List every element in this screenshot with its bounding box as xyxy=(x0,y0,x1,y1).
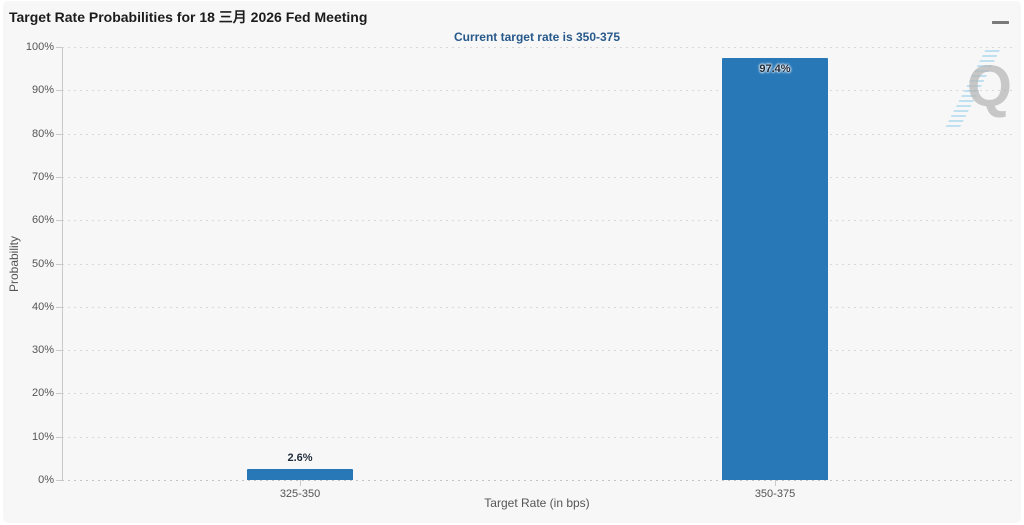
y-tick-mark xyxy=(56,480,62,481)
bar-325-350[interactable] xyxy=(247,469,353,480)
gridline-30 xyxy=(62,350,1012,351)
bar-350-375[interactable] xyxy=(722,58,828,480)
y-tick-mark xyxy=(56,220,62,221)
gridline-40 xyxy=(62,307,1012,308)
x-tick-mark xyxy=(300,480,301,486)
y-tick-mark xyxy=(56,90,62,91)
gridline-70 xyxy=(62,177,1012,178)
chart-context-menu-button[interactable] xyxy=(989,8,1013,30)
y-tick-label: 70% xyxy=(31,171,54,183)
gridline-100 xyxy=(62,47,1012,48)
x-tick-mark xyxy=(775,480,776,486)
bar-value-label: 97.4% xyxy=(759,63,791,75)
chart-background xyxy=(3,1,1021,523)
y-tick-label: 20% xyxy=(31,387,54,399)
y-tick-label: 40% xyxy=(31,301,54,313)
y-tick-mark xyxy=(56,47,62,48)
y-tick-label: 90% xyxy=(31,84,54,96)
gridline-60 xyxy=(62,220,1012,221)
x-category-label: 325-350 xyxy=(279,488,321,500)
gridline-10 xyxy=(62,437,1012,438)
y-tick-mark xyxy=(56,437,62,438)
y-tick-label: 30% xyxy=(31,344,54,356)
x-axis-title: Target Rate (in bps) xyxy=(484,496,590,510)
y-tick-label: 100% xyxy=(25,41,54,53)
bar-value-label: 2.6% xyxy=(287,452,313,464)
y-tick-label: 10% xyxy=(31,431,54,443)
gridline-80 xyxy=(62,134,1012,135)
y-tick-label: 60% xyxy=(31,214,54,226)
y-tick-mark xyxy=(56,393,62,394)
y-tick-mark xyxy=(56,307,62,308)
y-tick-label: 80% xyxy=(31,128,54,140)
y-axis-line xyxy=(62,47,63,481)
chart-title: Target Rate Probabilities for 18 三月 2026… xyxy=(9,9,368,25)
x-category-label: 350-375 xyxy=(754,488,796,500)
gridline-20 xyxy=(62,393,1012,394)
gridline-50 xyxy=(62,264,1012,265)
gridline-90 xyxy=(62,90,1012,91)
y-tick-mark xyxy=(56,134,62,135)
chart-subtitle: Current target rate is 350-375 xyxy=(453,30,621,44)
y-tick-mark xyxy=(56,177,62,178)
y-tick-mark xyxy=(56,264,62,265)
y-tick-mark xyxy=(56,350,62,351)
y-tick-label: 50% xyxy=(31,258,54,270)
x-axis-line xyxy=(62,480,1012,481)
y-tick-label: 0% xyxy=(38,474,54,486)
